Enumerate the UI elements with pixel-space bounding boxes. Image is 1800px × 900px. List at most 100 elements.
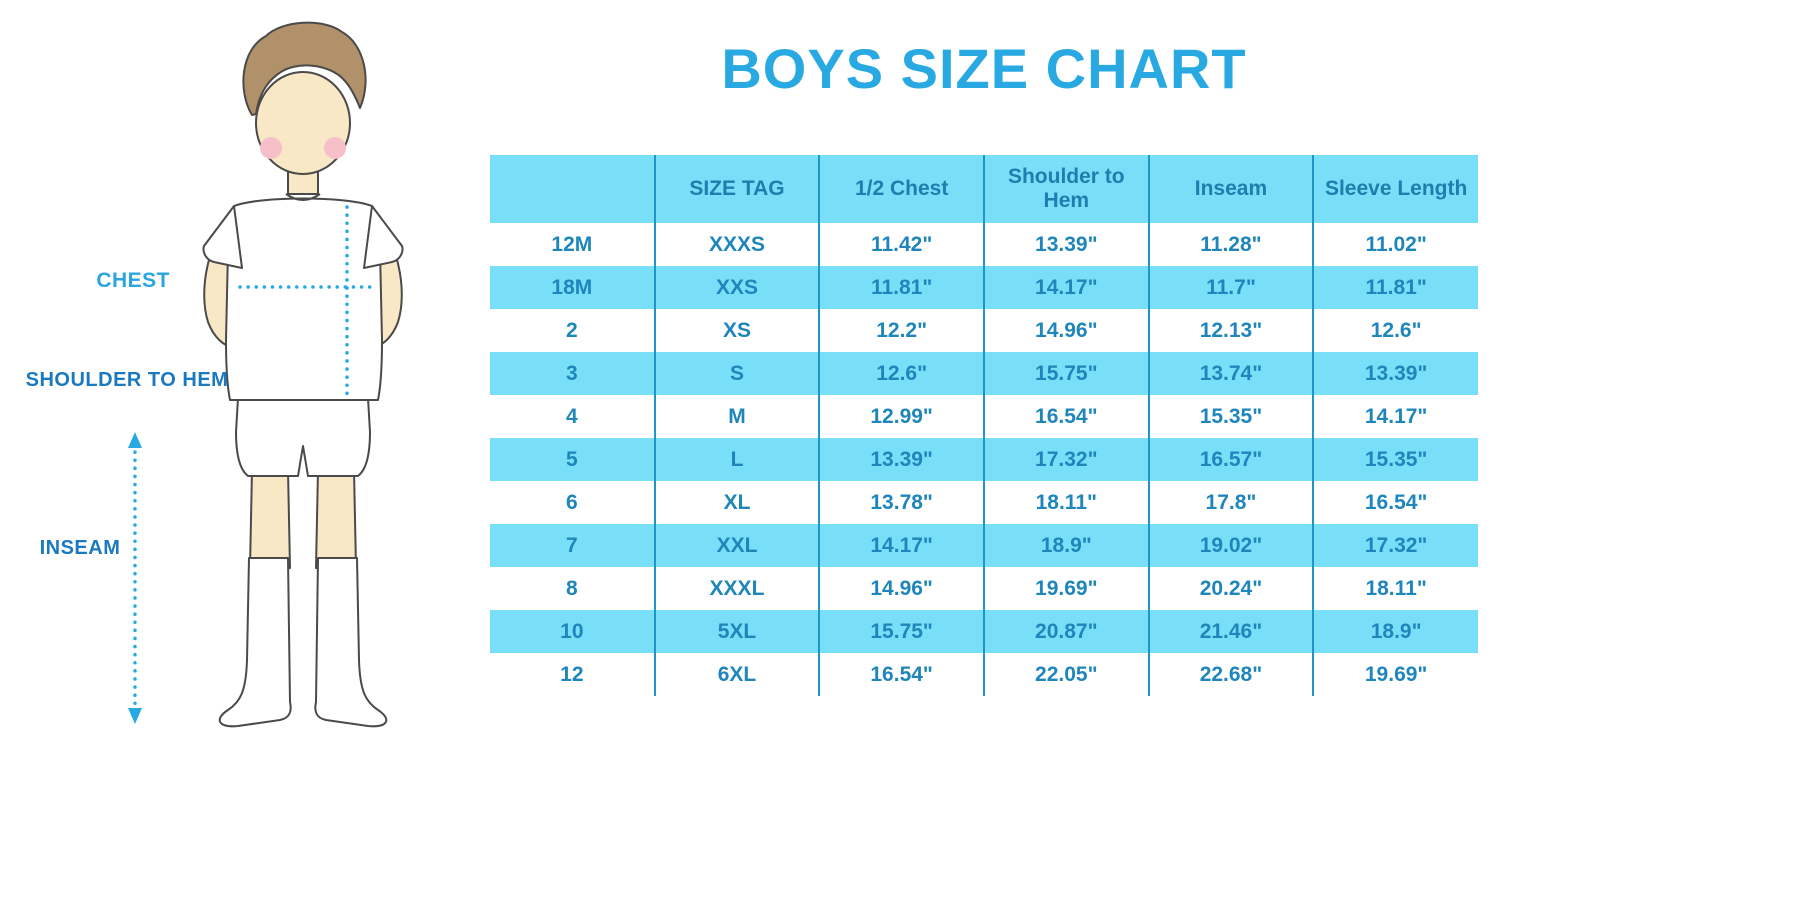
value-cell: 18.9"	[982, 524, 1149, 567]
value-cell: 16.54"	[1312, 481, 1478, 524]
value-cell: 11.7"	[1147, 266, 1314, 309]
boy-sleeves	[202, 205, 404, 269]
value-cell: 12.13"	[1147, 309, 1314, 352]
value-cell: 19.69"	[982, 567, 1149, 610]
value-cell: 19.02"	[1147, 524, 1314, 567]
value-cell: 18.9"	[1312, 610, 1478, 653]
value-cell: 12.6"	[818, 352, 984, 395]
value-cell: L	[653, 438, 820, 481]
value-cell: 5XL	[653, 610, 820, 653]
table-row: 6 XL 13.78" 18.11" 17.8" 16.54"	[490, 481, 1478, 524]
value-cell: S	[653, 352, 820, 395]
value-cell: 21.46"	[1147, 610, 1314, 653]
table-row: 5 L 13.39" 17.32" 16.57" 15.35"	[490, 438, 1478, 481]
table-row: 12 6XL 16.54" 22.05" 22.68" 19.69"	[490, 653, 1478, 696]
size-cell: 6	[565, 490, 578, 514]
size-cell: 5	[490, 438, 655, 481]
value-cell: XXS	[653, 266, 820, 309]
value-cell: XXXS	[653, 223, 820, 266]
value-cell: 6XL	[653, 653, 820, 696]
value-cell: 14.96"	[982, 309, 1149, 352]
table-row: 7 XXL 14.17" 18.9" 19.02" 17.32"	[490, 524, 1478, 567]
value-cell: 18.11"	[1312, 567, 1478, 610]
boy-hair	[242, 21, 367, 116]
value-cell: 11.28"	[1147, 223, 1314, 266]
value-cell: 11.81"	[818, 266, 984, 309]
size-cell: 18M	[490, 266, 655, 309]
value-cell: 15.35"	[1147, 395, 1314, 438]
column-header: 1/2 Chest	[818, 155, 984, 223]
boy-drawing-svg	[128, 21, 404, 728]
table-row: 2 XS 12.2" 14.96" 12.13" 12.6"	[490, 309, 1478, 352]
value-cell: XL	[653, 481, 820, 524]
table-row: 3 S 12.6" 15.75" 13.74" 13.39"	[490, 352, 1478, 395]
size-cell: 12M	[551, 232, 593, 256]
value-cell: 15.75"	[982, 352, 1149, 395]
value-cell: 11.02"	[1312, 223, 1478, 266]
size-cell: 12	[560, 662, 584, 686]
boy-shorts	[235, 397, 371, 477]
boy-legs	[249, 469, 357, 569]
value-cell: 15.35"	[1312, 438, 1478, 481]
chest-label: CHEST	[96, 269, 170, 292]
value-cell: 16.54"	[818, 653, 984, 696]
value-cell: 12.6"	[1312, 309, 1478, 352]
value-cell: 13.39"	[1312, 352, 1478, 395]
value-cell: 11.42"	[818, 223, 984, 266]
value-cell: 11.81"	[1312, 266, 1478, 309]
size-cell: 2	[565, 318, 578, 342]
size-cell: 8	[565, 576, 578, 600]
value-cell: 17.32"	[1312, 524, 1478, 567]
value-cell: 18.11"	[982, 481, 1149, 524]
inseam-arrowheads	[128, 432, 142, 724]
size-table: SIZE TAG 1/2 Chest Shoulder to Hem Inseam Sl…	[490, 155, 1478, 696]
value-cell: 13.39"	[982, 223, 1149, 266]
value-cell: 13.74"	[1147, 352, 1314, 395]
shoulder-to-hem-label: SHOULDER TO HEM	[25, 369, 229, 391]
value-cell: 20.87"	[982, 610, 1149, 653]
value-cell: 17.8"	[1147, 481, 1314, 524]
column-header	[490, 155, 655, 223]
boy-blush	[260, 137, 346, 159]
boy-socks	[218, 557, 388, 728]
size-cell: 3	[490, 352, 655, 395]
value-cell: XXXL	[653, 567, 820, 610]
table-row: 18M XXS 11.81" 14.17" 11.7" 11.81"	[490, 266, 1478, 309]
value-cell: 12.2"	[818, 309, 984, 352]
value-cell: 16.54"	[982, 395, 1149, 438]
value-cell: 15.75"	[818, 610, 984, 653]
value-cell: 13.78"	[818, 481, 984, 524]
boy-collar	[285, 193, 321, 201]
table-row: 4 M 12.99" 16.54" 15.35" 14.17"	[490, 395, 1478, 438]
column-header: Inseam	[1147, 155, 1314, 223]
column-header: SIZE TAG	[653, 155, 820, 223]
size-table-body: 12M XXXS 11.42" 13.39" 11.28" 11.02" 18M XXS 11.…	[490, 223, 1478, 696]
size-cell: 4	[565, 404, 578, 428]
value-cell: 14.17"	[1312, 395, 1478, 438]
size-table-header: SIZE TAG 1/2 Chest Shoulder to Hem Inseam Sl…	[490, 155, 1478, 223]
value-cell: 22.68"	[1147, 653, 1314, 696]
boy-illustration: CHEST SHOULDER TO HEM INSEAM	[0, 0, 470, 900]
column-header: Sleeve Length	[1312, 155, 1478, 223]
size-cell: 7	[490, 524, 655, 567]
page-title: BOYS SIZE CHART	[721, 37, 1247, 100]
value-cell: 14.17"	[982, 266, 1149, 309]
value-cell: 14.17"	[818, 524, 984, 567]
value-cell: 13.39"	[818, 438, 984, 481]
table-row: 10 5XL 15.75" 20.87" 21.46" 18.9"	[490, 610, 1478, 653]
inseam-label: INSEAM	[39, 537, 121, 559]
value-cell: M	[653, 395, 820, 438]
value-cell: XS	[653, 309, 820, 352]
table-row: 12M XXXS 11.42" 13.39" 11.28" 11.02"	[490, 223, 1478, 266]
value-cell: 22.05"	[982, 653, 1149, 696]
value-cell: 14.96"	[818, 567, 984, 610]
header-row: SIZE TAG 1/2 Chest Shoulder to Hem Inseam Sl…	[490, 155, 1478, 223]
value-cell: 17.32"	[982, 438, 1149, 481]
value-cell: XXL	[653, 524, 820, 567]
boy-shirt	[225, 197, 383, 401]
table-row: 8 XXXL 14.96" 19.69" 20.24" 18.11"	[490, 567, 1478, 610]
size-cell: 10	[490, 610, 655, 653]
value-cell: 16.57"	[1147, 438, 1314, 481]
value-cell: 19.69"	[1312, 653, 1478, 696]
